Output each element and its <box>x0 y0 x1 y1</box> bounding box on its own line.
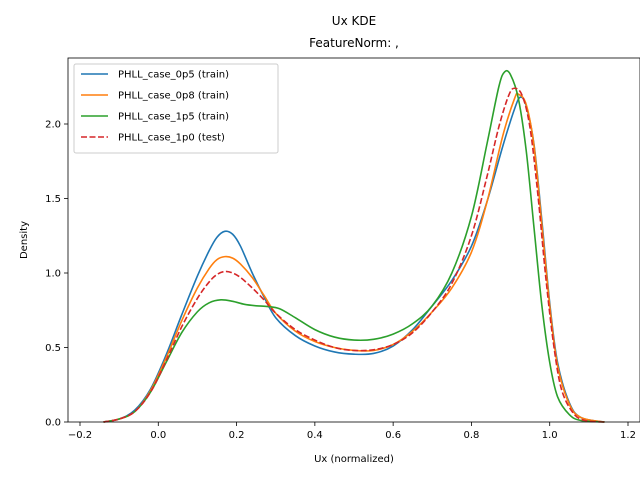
plot-frame <box>67 57 640 423</box>
legend-label-0: PHLL_case_0p5 (train) <box>118 70 229 81</box>
x-tick-label: 0.6 <box>385 430 401 441</box>
x-tick-label: 1.0 <box>542 430 558 441</box>
y-tick-label: 2.0 <box>45 120 61 131</box>
legend-label-3: PHLL_case_1p0 (test) <box>118 133 225 144</box>
x-tick-label: 0.4 <box>307 430 323 441</box>
x-tick-label: −0.2 <box>68 430 92 441</box>
y-tick-label: 1.0 <box>45 269 61 280</box>
legend: PHLL_case_0p5 (train) PHLL_case_0p8 (trai… <box>73 63 279 154</box>
series-line-2 <box>103 69 605 423</box>
x-tick-label: 1.2 <box>620 430 636 441</box>
x-tick-label: 0.8 <box>463 430 479 441</box>
legend-label-2: PHLL_case_1p5 (train) <box>118 112 229 123</box>
plot-lines <box>103 69 605 423</box>
legend-box <box>73 63 279 154</box>
y-axis-label: Density <box>19 221 30 259</box>
x-tick-label: 0.0 <box>150 430 166 441</box>
legend-label-1: PHLL_case_0p8 (train) <box>118 91 229 102</box>
y-axis: 0.0 0.5 1.0 1.5 2.0 <box>45 120 68 429</box>
chart-subtitle: FeatureNorm: , <box>309 36 399 50</box>
x-tick-label: 0.2 <box>229 430 245 441</box>
series-line-3 <box>103 87 605 423</box>
y-tick-label: 1.5 <box>45 194 61 205</box>
chart-title: Ux KDE <box>332 14 376 28</box>
y-tick-label: 0.5 <box>45 343 61 354</box>
x-axis-label: Ux (normalized) <box>314 454 394 465</box>
x-axis: −0.2 0.0 0.2 0.4 0.6 0.8 1.0 1.2 <box>68 422 636 441</box>
y-tick-label: 0.0 <box>45 418 61 429</box>
